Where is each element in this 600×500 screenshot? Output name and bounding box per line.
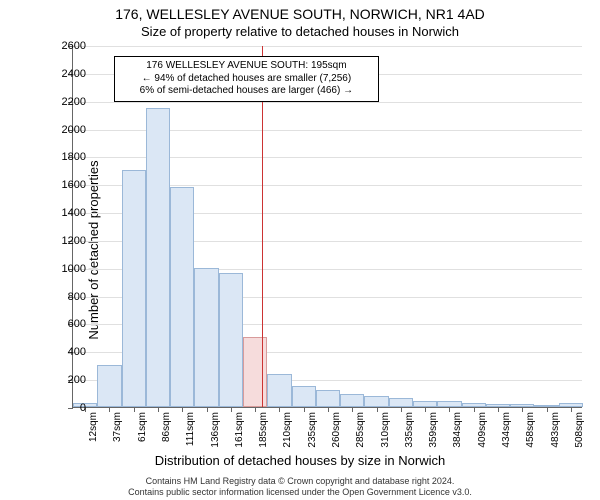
histogram-bar-highlight <box>243 337 267 407</box>
annotation-line: ← 94% of detached houses are smaller (7,… <box>121 73 372 86</box>
histogram-bar <box>316 390 340 407</box>
x-axis-label: Distribution of detached houses by size … <box>0 453 600 468</box>
y-tick-label: 1400 <box>46 207 86 219</box>
x-tick-mark <box>158 407 159 412</box>
y-tick-label: 400 <box>46 346 86 358</box>
x-tick-mark <box>255 407 256 412</box>
x-tick-label: 508sqm <box>574 412 585 448</box>
x-tick-mark <box>401 407 402 412</box>
histogram-bar <box>267 374 291 407</box>
chart-subtitle: Size of property relative to detached ho… <box>0 24 600 39</box>
y-tick-label: 1600 <box>46 179 86 191</box>
histogram-bar <box>97 365 121 407</box>
x-tick-label: 384sqm <box>452 412 463 448</box>
x-tick-mark <box>328 407 329 412</box>
x-tick-label: 434sqm <box>501 412 512 448</box>
x-tick-mark <box>182 407 183 412</box>
x-tick-mark <box>522 407 523 412</box>
y-tick-label: 200 <box>46 374 86 386</box>
gridline <box>73 102 582 103</box>
plot-area: 12sqm37sqm61sqm86sqm111sqm136sqm161sqm18… <box>72 46 582 408</box>
y-tick-label: 600 <box>46 318 86 330</box>
x-tick-label: 359sqm <box>428 412 439 448</box>
chart-title-address: 176, WELLESLEY AVENUE SOUTH, NORWICH, NR… <box>0 6 600 22</box>
y-tick-label: 2400 <box>46 68 86 80</box>
y-tick-label: 2000 <box>46 124 86 136</box>
histogram-bar <box>194 268 218 407</box>
x-tick-mark <box>449 407 450 412</box>
histogram-bar <box>364 396 388 407</box>
x-tick-mark <box>352 407 353 412</box>
y-tick-label: 1800 <box>46 151 86 163</box>
histogram-bar <box>292 386 316 407</box>
y-tick-label: 800 <box>46 291 86 303</box>
footer-line-1: Contains HM Land Registry data © Crown c… <box>0 476 600 487</box>
annotation-line: 6% of semi-detached houses are larger (4… <box>121 85 372 98</box>
y-tick-label: 1200 <box>46 235 86 247</box>
x-tick-mark <box>377 407 378 412</box>
y-tick-label: 2200 <box>46 96 86 108</box>
x-tick-mark <box>547 407 548 412</box>
histogram-bar <box>219 273 243 407</box>
x-tick-mark <box>304 407 305 412</box>
x-tick-label: 161sqm <box>234 412 245 448</box>
histogram-bar <box>122 170 146 407</box>
x-tick-label: 235sqm <box>307 412 318 448</box>
x-tick-label: 136sqm <box>210 412 221 448</box>
x-tick-label: 335sqm <box>404 412 415 448</box>
gridline <box>73 46 582 47</box>
x-tick-mark <box>425 407 426 412</box>
y-tick-label: 2600 <box>46 40 86 52</box>
x-tick-label: 37sqm <box>112 412 123 442</box>
x-tick-label: 285sqm <box>355 412 366 448</box>
annotation-line: 176 WELLESLEY AVENUE SOUTH: 195sqm <box>121 60 372 73</box>
x-tick-label: 409sqm <box>477 412 488 448</box>
x-tick-mark <box>207 407 208 412</box>
x-tick-mark <box>571 407 572 412</box>
attribution-footer: Contains HM Land Registry data © Crown c… <box>0 476 600 498</box>
x-tick-label: 260sqm <box>331 412 342 448</box>
histogram-bar <box>389 398 413 407</box>
footer-line-2: Contains public sector information licen… <box>0 487 600 498</box>
x-tick-label: 12sqm <box>88 412 99 442</box>
x-tick-label: 86sqm <box>161 412 172 442</box>
histogram-bar <box>340 394 364 407</box>
x-tick-label: 210sqm <box>282 412 293 448</box>
x-tick-label: 310sqm <box>380 412 391 448</box>
x-tick-label: 111sqm <box>185 412 196 446</box>
x-tick-label: 483sqm <box>550 412 561 448</box>
x-tick-mark <box>474 407 475 412</box>
x-tick-mark <box>231 407 232 412</box>
y-tick-label: 1000 <box>46 263 86 275</box>
x-tick-mark <box>109 407 110 412</box>
x-tick-mark <box>134 407 135 412</box>
x-tick-label: 458sqm <box>525 412 536 448</box>
histogram-bar <box>146 108 170 407</box>
y-tick-label: 0 <box>46 402 86 414</box>
x-tick-mark <box>498 407 499 412</box>
x-tick-label: 185sqm <box>258 412 269 448</box>
x-tick-label: 61sqm <box>137 412 148 442</box>
chart-container: 176, WELLESLEY AVENUE SOUTH, NORWICH, NR… <box>0 0 600 500</box>
annotation-box: 176 WELLESLEY AVENUE SOUTH: 195sqm← 94% … <box>114 56 379 102</box>
x-tick-mark <box>279 407 280 412</box>
histogram-bar <box>170 187 194 407</box>
